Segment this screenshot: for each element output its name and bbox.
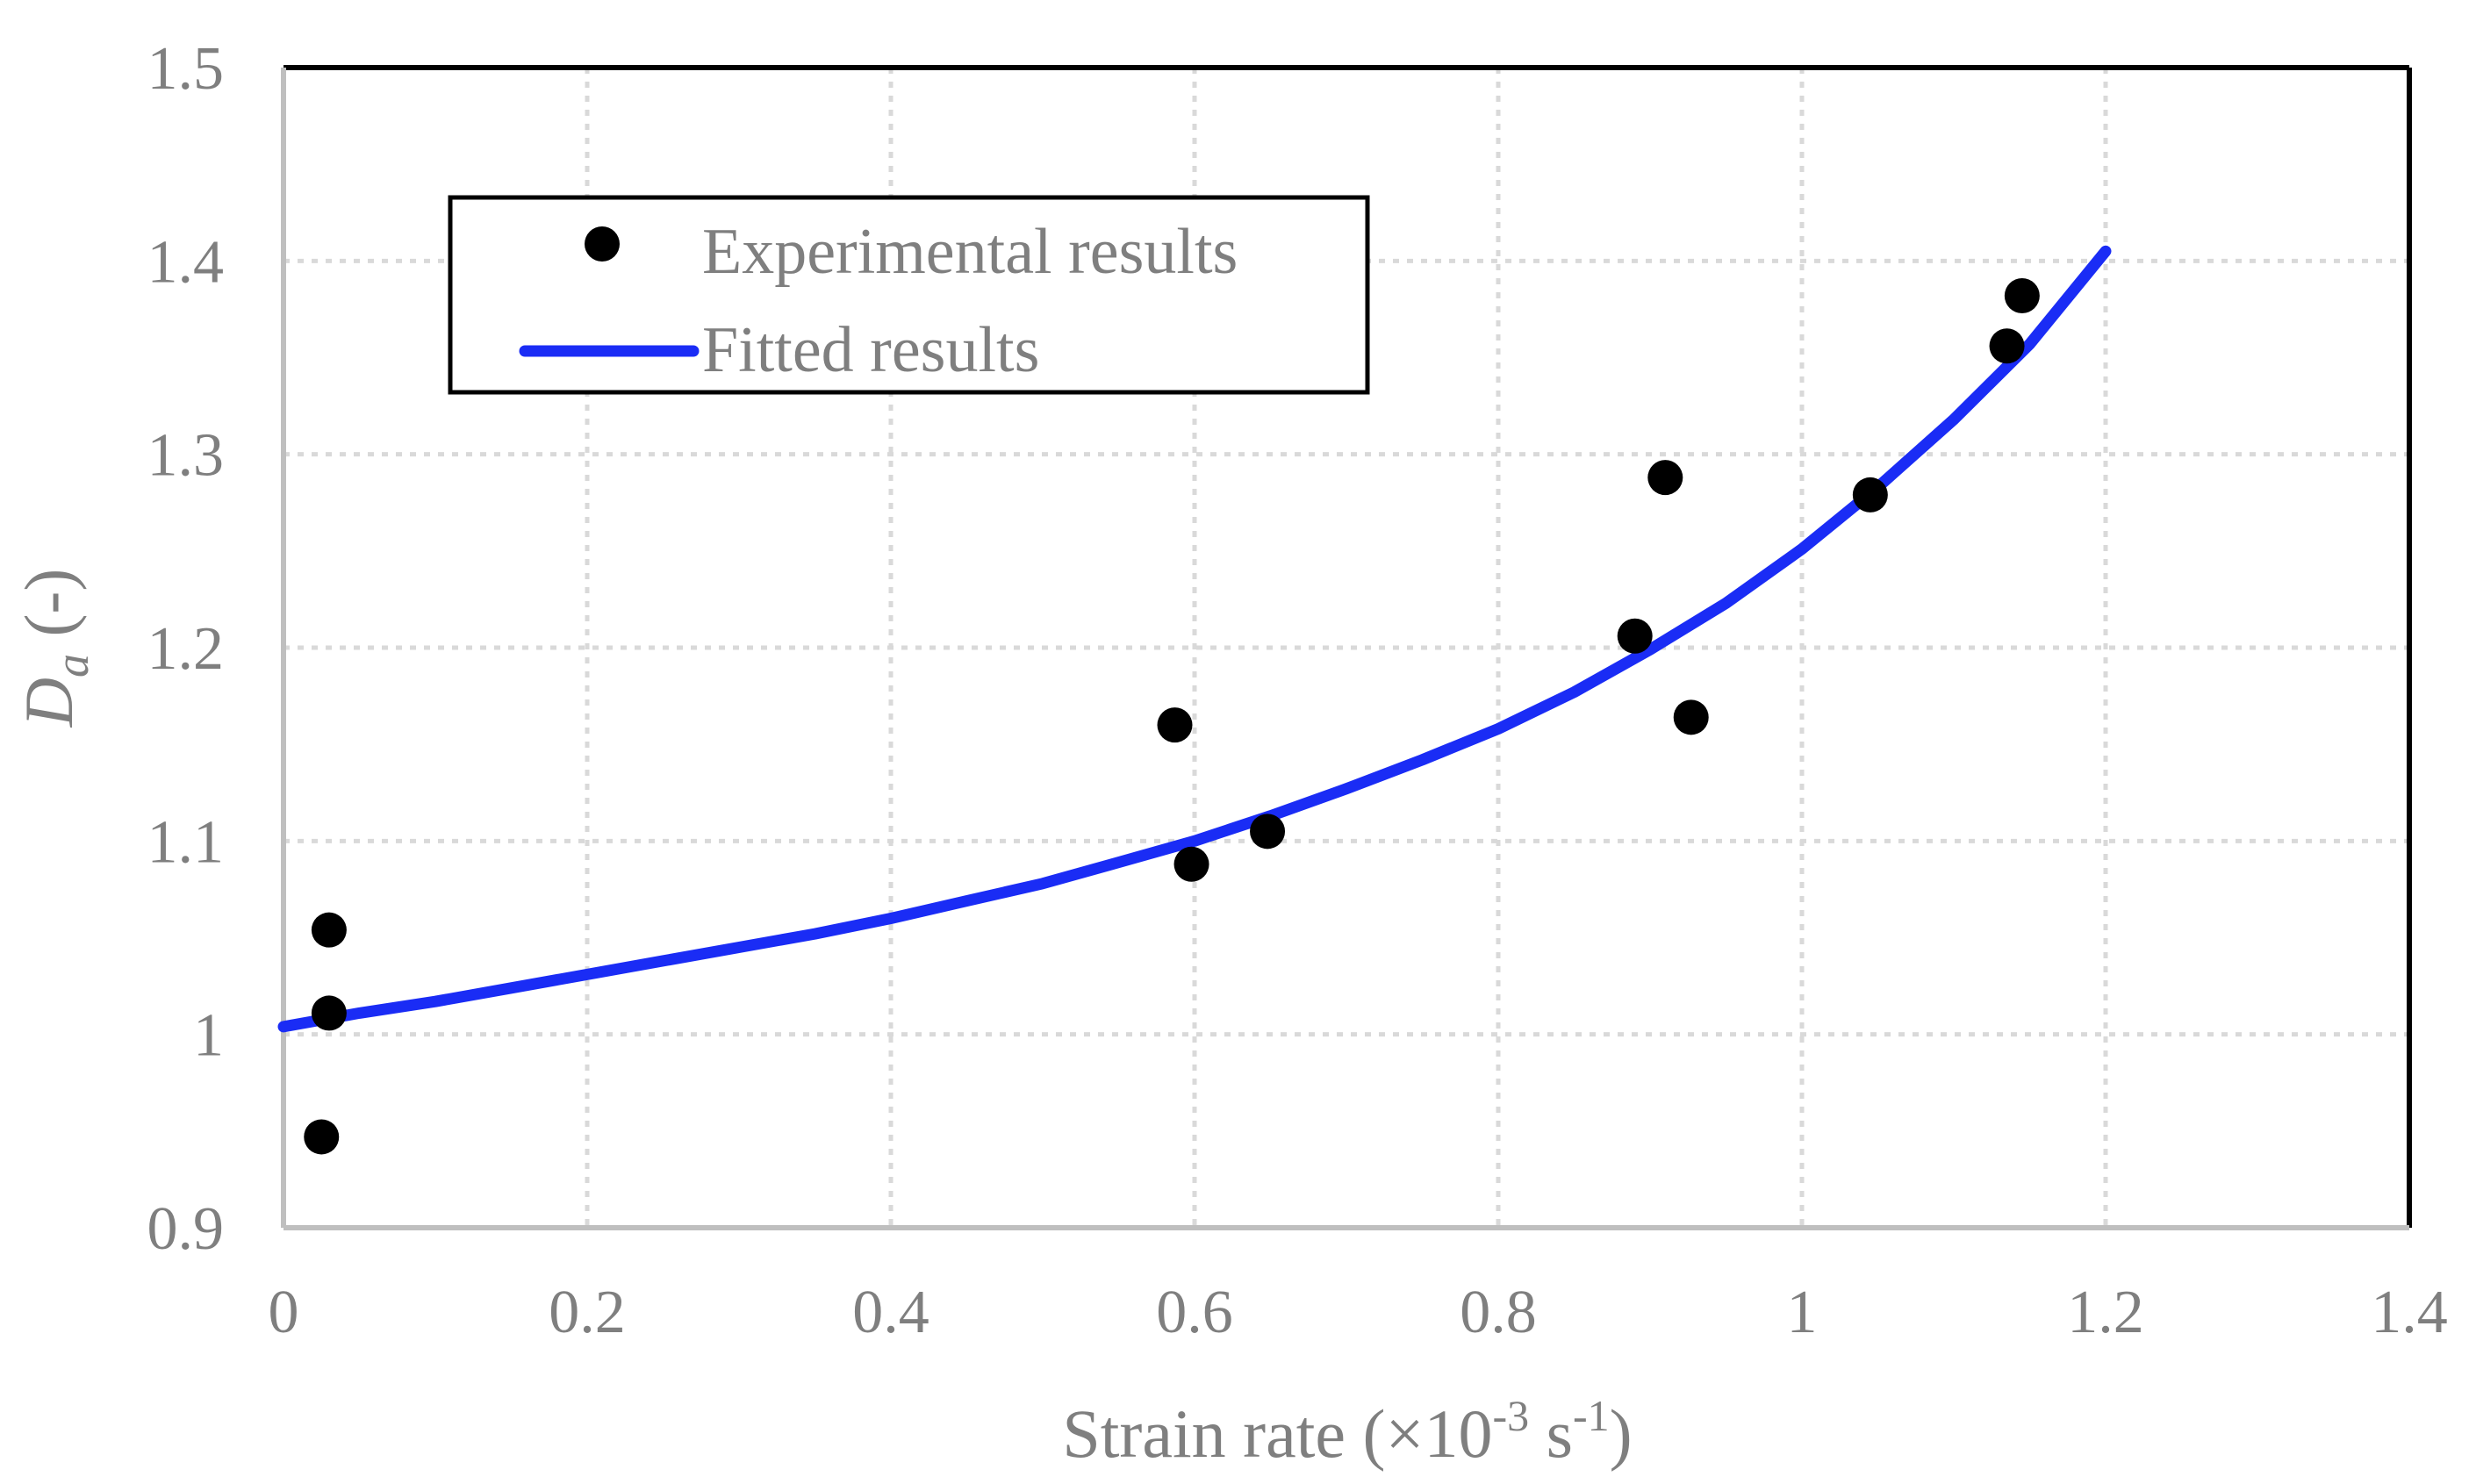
y-tick-label: 1 [193,1002,224,1070]
y-tick-label: 1.1 [147,808,225,876]
y-tick-label: 1.3 [147,422,225,490]
experimental-point [304,1119,340,1155]
x-tick-label: 0.2 [549,1279,626,1346]
fitted-series [277,245,2112,1033]
grid-lines [283,68,2409,1228]
experimental-point [2004,277,2040,313]
legend-label-experimental: Experimental results [702,216,1238,288]
x-tick-label: 0 [269,1279,299,1346]
legend-marker-experimental [585,226,620,262]
experimental-point [1673,699,1709,735]
experimental-point [1647,460,1683,496]
experimental-point [1617,618,1653,654]
x-tick-label: 0.8 [1460,1279,1537,1346]
y-axis-ticks: 0.9 1 1.1 1.2 1.3 1.4 1.5 [147,35,225,1263]
y-axis-title-main: D [11,677,87,728]
y-tick-label: 1.4 [147,228,225,296]
experimental-point [311,995,347,1031]
experimental-point [1173,846,1209,882]
y-tick-label: 1.2 [147,615,225,683]
x-axis-ticks: 0 0.2 0.4 0.6 0.8 1 1.2 1.4 [269,1279,2448,1346]
x-tick-label: 1.2 [2067,1279,2144,1346]
legend-label-fitted: Fitted results [702,314,1039,386]
y-axis-title-suffix: (-) [11,569,87,654]
experimental-point [1250,814,1286,850]
experimental-point [1852,477,1888,513]
y-tick-label: 1.5 [147,35,225,103]
x-axis-title: Strain rate (×10-3 s-1) [1062,1391,1632,1472]
x-tick-label: 1.4 [2371,1279,2448,1346]
x-axis-title-exp1: -3 [1493,1391,1530,1440]
y-axis-title: Da (-) [11,569,98,728]
x-tick-label: 1 [1787,1279,1818,1346]
legend: Experimental results Fitted results [448,195,1370,395]
x-axis-title-mid: s [1529,1395,1573,1472]
x-tick-label: 0.6 [1156,1279,1233,1346]
plot-frame [281,65,2412,1230]
fitted-line [277,245,2112,1033]
experimental-series [304,277,2040,1155]
experimental-point [311,912,347,948]
y-tick-label: 0.9 [147,1195,225,1263]
y-axis-title-sub: a [46,654,98,677]
x-axis-title-exp2: -1 [1573,1391,1610,1440]
x-tick-label: 0.4 [852,1279,929,1346]
experimental-point [1989,328,2025,364]
experimental-point [1157,707,1193,743]
x-axis-title-suffix: ) [1610,1395,1633,1472]
